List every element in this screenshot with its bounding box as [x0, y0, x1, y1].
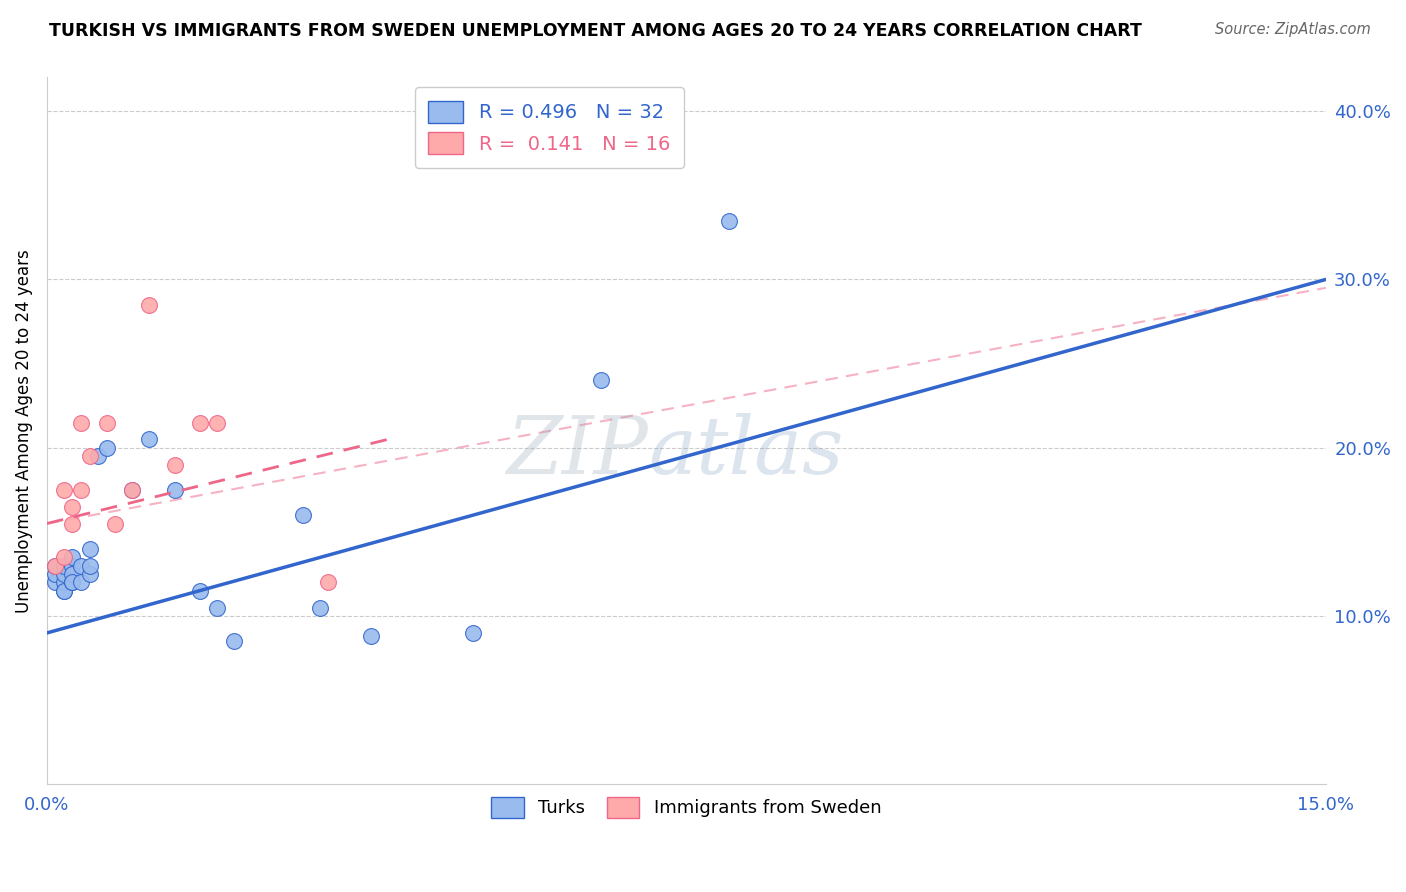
Point	[44, 558, 66, 573]
Point	[96, 416, 118, 430]
Point	[44, 575, 66, 590]
Legend: Turks, Immigrants from Sweden: Turks, Immigrants from Sweden	[484, 789, 889, 825]
Point	[79, 541, 101, 556]
Point	[591, 373, 613, 387]
Point	[70, 575, 93, 590]
Point	[62, 516, 84, 531]
Point	[138, 298, 160, 312]
Point	[62, 575, 84, 590]
Point	[163, 458, 186, 472]
Point	[52, 550, 75, 565]
Point	[121, 483, 143, 497]
Point	[70, 483, 93, 497]
Y-axis label: Unemployment Among Ages 20 to 24 years: Unemployment Among Ages 20 to 24 years	[15, 249, 32, 613]
Point	[52, 575, 75, 590]
Point	[52, 567, 75, 582]
Point	[96, 441, 118, 455]
Point	[291, 508, 314, 522]
Text: atlas: atlas	[648, 413, 844, 491]
Point	[224, 634, 246, 648]
Point	[62, 550, 84, 565]
Point	[87, 449, 110, 463]
Point	[52, 583, 75, 598]
Point	[121, 483, 143, 497]
Point	[463, 626, 485, 640]
Point	[52, 583, 75, 598]
Point	[207, 416, 229, 430]
Point	[52, 483, 75, 497]
Point	[190, 583, 212, 598]
Point	[316, 575, 339, 590]
Point	[308, 600, 330, 615]
Text: Source: ZipAtlas.com: Source: ZipAtlas.com	[1215, 22, 1371, 37]
Point	[79, 558, 101, 573]
Point	[62, 500, 84, 514]
Text: ZIP: ZIP	[506, 413, 648, 491]
Point	[717, 213, 740, 227]
Point	[62, 567, 84, 582]
Point	[44, 567, 66, 582]
Point	[360, 629, 382, 643]
Point	[104, 516, 127, 531]
Point	[44, 558, 66, 573]
Point	[79, 449, 101, 463]
Point	[190, 416, 212, 430]
Point	[70, 558, 93, 573]
Point	[207, 600, 229, 615]
Point	[70, 416, 93, 430]
Point	[52, 558, 75, 573]
Point	[138, 433, 160, 447]
Text: TURKISH VS IMMIGRANTS FROM SWEDEN UNEMPLOYMENT AMONG AGES 20 TO 24 YEARS CORRELA: TURKISH VS IMMIGRANTS FROM SWEDEN UNEMPL…	[49, 22, 1142, 40]
Point	[163, 483, 186, 497]
Point	[79, 567, 101, 582]
Point	[62, 558, 84, 573]
Point	[62, 575, 84, 590]
